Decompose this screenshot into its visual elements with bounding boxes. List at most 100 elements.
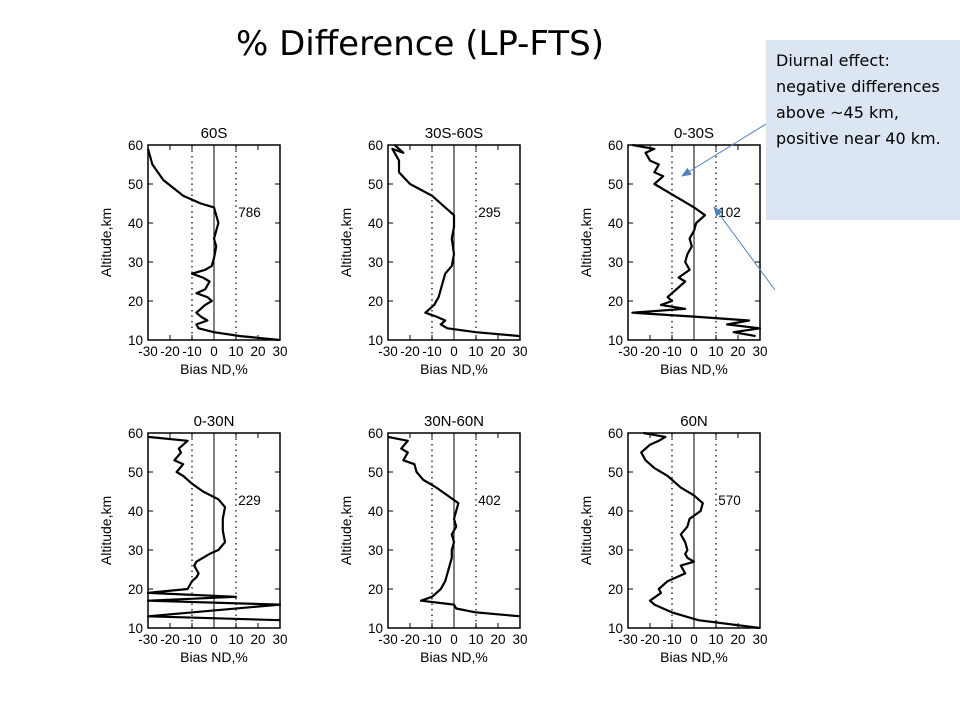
sample-count-label: 570 <box>718 493 741 508</box>
y-tick-label: 40 <box>368 216 383 231</box>
x-tick-label: -20 <box>160 632 180 647</box>
panel-2: -30 -20 -10 0 10 20 30 10 20 30 40 50 60 30S-60S Bias … <box>338 125 528 377</box>
y-tick-label: 60 <box>608 426 623 441</box>
bias-profile-line <box>146 435 282 622</box>
x-tick-label: 10 <box>468 344 483 359</box>
y-tick-label: 40 <box>128 504 143 519</box>
bias-profile-line <box>631 143 762 338</box>
y-axis-label: Altitude,km <box>98 496 114 565</box>
y-tick-label: 30 <box>608 543 623 558</box>
y-axis-label: Altitude,km <box>338 208 354 277</box>
sample-count-label: 102 <box>718 205 741 220</box>
x-axis-label: Bias ND,% <box>420 361 488 377</box>
x-tick-label: 30 <box>752 632 767 647</box>
x-tick-label: 20 <box>250 632 265 647</box>
x-tick-label: 30 <box>512 344 527 359</box>
sample-count-label: 402 <box>478 493 501 508</box>
y-tick-label: 40 <box>128 216 143 231</box>
y-tick-label: 20 <box>128 294 143 309</box>
y-tick-label: 40 <box>368 504 383 519</box>
x-tick-label: -10 <box>422 632 442 647</box>
y-tick-label: 10 <box>608 621 623 636</box>
panel-title: 0-30S <box>674 125 714 142</box>
y-axis-label: Altitude,km <box>578 208 594 277</box>
x-tick-label: -20 <box>160 344 180 359</box>
x-tick-label: -10 <box>662 632 682 647</box>
callout-box: Diurnal effect: negative differences abo… <box>766 40 960 220</box>
y-tick-label: 30 <box>128 255 143 270</box>
x-tick-label: -20 <box>640 632 660 647</box>
y-tick-label: 60 <box>128 426 143 441</box>
y-tick-label: 10 <box>128 621 143 636</box>
y-tick-label: 10 <box>368 621 383 636</box>
x-axis-label: Bias ND,% <box>180 361 248 377</box>
y-tick-label: 50 <box>608 177 623 192</box>
x-tick-label: 0 <box>450 632 458 647</box>
x-tick-label: -20 <box>400 632 420 647</box>
x-tick-label: 10 <box>228 632 243 647</box>
y-tick-label: 30 <box>368 543 383 558</box>
y-tick-label: 20 <box>368 294 383 309</box>
x-tick-label: 10 <box>468 632 483 647</box>
x-tick-label: 30 <box>512 632 527 647</box>
y-tick-label: 60 <box>368 138 383 153</box>
bias-profile-line <box>387 435 521 618</box>
y-axis-label: Altitude,km <box>338 496 354 565</box>
x-tick-label: 30 <box>272 632 287 647</box>
x-tick-label: 10 <box>228 344 243 359</box>
y-tick-label: 30 <box>608 255 623 270</box>
y-axis-label: Altitude,km <box>98 208 114 277</box>
x-tick-label: 20 <box>250 344 265 359</box>
x-tick-label: -10 <box>182 632 202 647</box>
sample-count-label: 786 <box>238 205 261 220</box>
x-tick-label: -20 <box>640 344 660 359</box>
x-tick-label: 20 <box>730 632 745 647</box>
x-tick-label: -30 <box>138 632 158 647</box>
x-tick-label: 0 <box>690 632 698 647</box>
y-tick-label: 20 <box>368 582 383 597</box>
panel-5: -30 -20 -10 0 10 20 30 10 20 30 40 50 60 30N-60N Bias … <box>338 413 528 665</box>
y-tick-label: 30 <box>128 543 143 558</box>
x-tick-label: -30 <box>138 344 158 359</box>
panel-title: 30S-60S <box>425 125 483 142</box>
y-tick-label: 50 <box>128 177 143 192</box>
y-axis-label: Altitude,km <box>578 496 594 565</box>
x-axis-label: Bias ND,% <box>660 361 728 377</box>
y-tick-label: 30 <box>368 255 383 270</box>
x-tick-label: -30 <box>618 344 638 359</box>
y-tick-label: 20 <box>608 582 623 597</box>
y-tick-label: 50 <box>368 465 383 480</box>
y-tick-label: 60 <box>128 138 143 153</box>
x-axis-label: Bias ND,% <box>420 649 488 665</box>
panel-1: -30 -20 -10 0 10 20 30 10 20 30 40 50 60 60S Bias ND,%… <box>98 125 288 377</box>
y-tick-label: 50 <box>368 177 383 192</box>
x-tick-label: -10 <box>422 344 442 359</box>
sample-count-label: 295 <box>478 205 501 220</box>
bias-profile-line <box>640 431 761 630</box>
y-tick-label: 40 <box>608 504 623 519</box>
x-tick-label: 20 <box>730 344 745 359</box>
y-tick-label: 20 <box>608 294 623 309</box>
x-tick-label: 0 <box>690 344 698 359</box>
y-tick-label: 50 <box>128 465 143 480</box>
x-tick-label: -30 <box>378 632 398 647</box>
y-tick-label: 60 <box>608 138 623 153</box>
panel-4: -30 -20 -10 0 10 20 30 10 20 30 40 50 60 0-30N Bias ND… <box>98 413 288 665</box>
panel-title: 0-30N <box>194 413 235 430</box>
x-axis-label: Bias ND,% <box>180 649 248 665</box>
sample-count-label: 229 <box>238 493 261 508</box>
panel-3: -30 -20 -10 0 10 20 30 10 20 30 40 50 60 0-30S Bias ND… <box>578 125 768 377</box>
x-tick-label: -30 <box>378 344 398 359</box>
x-axis-label: Bias ND,% <box>660 649 728 665</box>
y-tick-label: 10 <box>608 333 623 348</box>
y-tick-label: 20 <box>128 582 143 597</box>
y-tick-label: 40 <box>608 216 623 231</box>
y-tick-label: 50 <box>608 465 623 480</box>
x-tick-label: 0 <box>210 632 218 647</box>
x-tick-label: 10 <box>708 632 723 647</box>
x-tick-label: -10 <box>662 344 682 359</box>
y-tick-label: 10 <box>128 333 143 348</box>
callout-arrow-lower <box>713 206 776 291</box>
x-tick-label: 20 <box>490 344 505 359</box>
